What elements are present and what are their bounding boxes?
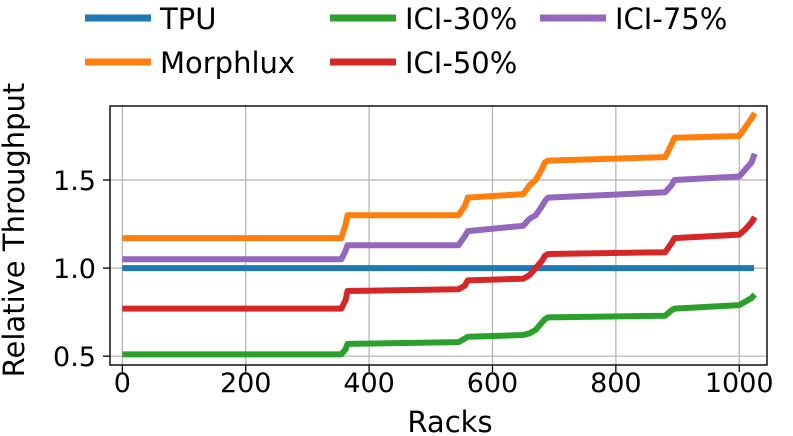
series-line-morphlux	[122, 111, 758, 242]
y-axis: 0.5 1.0 1.5	[53, 166, 110, 373]
legend-label-tpu: TPU	[159, 2, 216, 36]
x-tick-label: 1000	[705, 368, 774, 399]
x-tick-label: 0	[114, 368, 131, 399]
x-tick-label: 800	[590, 368, 642, 399]
x-axis-label: Racks	[407, 405, 492, 436]
series-line-ici-75	[122, 152, 758, 263]
plot-area	[109, 105, 768, 366]
legend: TPU ICI-30% ICI-75% Morphlux ICI-50%	[85, 2, 727, 80]
y-tick-label: 1.0	[53, 254, 96, 285]
series-line-ici-50	[122, 215, 758, 312]
legend-label-ici-50: ICI-50%	[405, 46, 517, 80]
legend-label-morphlux: Morphlux	[160, 46, 295, 80]
x-tick-label: 400	[343, 368, 395, 399]
series-lines	[122, 111, 758, 358]
x-tick-label: 200	[220, 368, 272, 399]
legend-label-ici-30: ICI-30%	[405, 2, 517, 36]
y-tick-label: 0.5	[53, 342, 96, 373]
series-line-ici-30	[122, 292, 757, 358]
legend-label-ici-75: ICI-75%	[615, 2, 727, 36]
x-axis: 0 200 400 600 800 1000	[114, 365, 774, 399]
y-axis-label: Relative Throughput	[0, 83, 31, 378]
plot-frame	[109, 105, 768, 366]
y-tick-label: 1.5	[53, 166, 96, 197]
x-tick-label: 600	[467, 368, 519, 399]
